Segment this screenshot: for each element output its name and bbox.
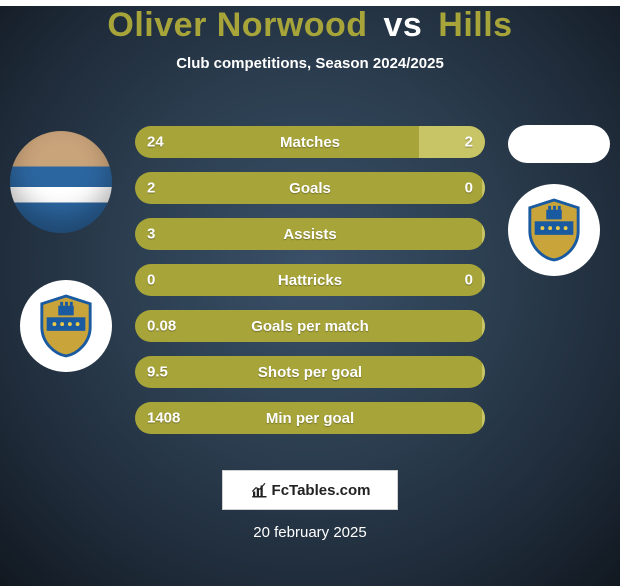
stat-value-right: 2 [465,134,473,151]
shield-icon [525,198,583,262]
stat-label: Hattricks [278,272,342,289]
stat-value-left: 0.08 [147,318,176,335]
title-player-2: Hills [438,6,512,44]
stat-bar: 24 Matches 2 [135,126,485,158]
subtitle: Club competitions, Season 2024/2025 [0,55,620,72]
stat-bar-right-segment [482,264,486,296]
stat-label: Shots per goal [258,364,362,381]
stat-bar-right-segment [482,218,486,250]
stat-value-left: 9.5 [147,364,168,381]
stat-label: Min per goal [266,410,354,427]
stat-label: Goals [289,180,331,197]
branding-text: FcTables.com [272,482,371,499]
card-content: Oliver Norwood vs Hills Club competition… [0,6,620,586]
chart-icon [250,481,268,499]
player-2-club-crest [508,184,600,276]
stat-value-left: 3 [147,226,155,243]
title-player-1: Oliver Norwood [107,6,367,44]
stat-bar-right-segment [419,126,485,158]
date-text: 20 february 2025 [0,524,620,541]
page-title: Oliver Norwood vs Hills [0,6,620,45]
stat-bar: 0 Hattricks 0 [135,264,485,296]
player-1-club-crest [20,280,112,372]
stat-value-left: 24 [147,134,164,151]
comparison-bars: 24 Matches 2 2 Goals 0 3 Assists 0 Hattricks 0 0.08… [135,126,485,448]
stat-bar: 9.5 Shots per goal [135,356,485,388]
stat-label: Goals per match [251,318,369,335]
stat-bar-right-segment [482,172,486,204]
player-2-avatar [508,125,610,163]
title-vs: vs [384,6,423,44]
stat-value-right: 0 [465,180,473,197]
stat-bar-right-segment [482,402,486,434]
player-1-avatar [10,131,112,233]
shield-icon [37,294,95,358]
stat-bar: 1408 Min per goal [135,402,485,434]
stat-bar: 2 Goals 0 [135,172,485,204]
branding-badge: FcTables.com [222,470,398,510]
stat-value-right: 0 [465,272,473,289]
stat-value-left: 0 [147,272,155,289]
stat-label: Assists [283,226,336,243]
stat-bar-right-segment [482,310,486,342]
stat-label: Matches [280,134,340,151]
stat-bar: 0.08 Goals per match [135,310,485,342]
footer-block: FcTables.com 20 february 2025 [0,448,620,541]
stat-value-left: 2 [147,180,155,197]
stat-bar: 3 Assists [135,218,485,250]
stat-bar-right-segment [482,356,486,388]
stat-value-left: 1408 [147,410,180,427]
